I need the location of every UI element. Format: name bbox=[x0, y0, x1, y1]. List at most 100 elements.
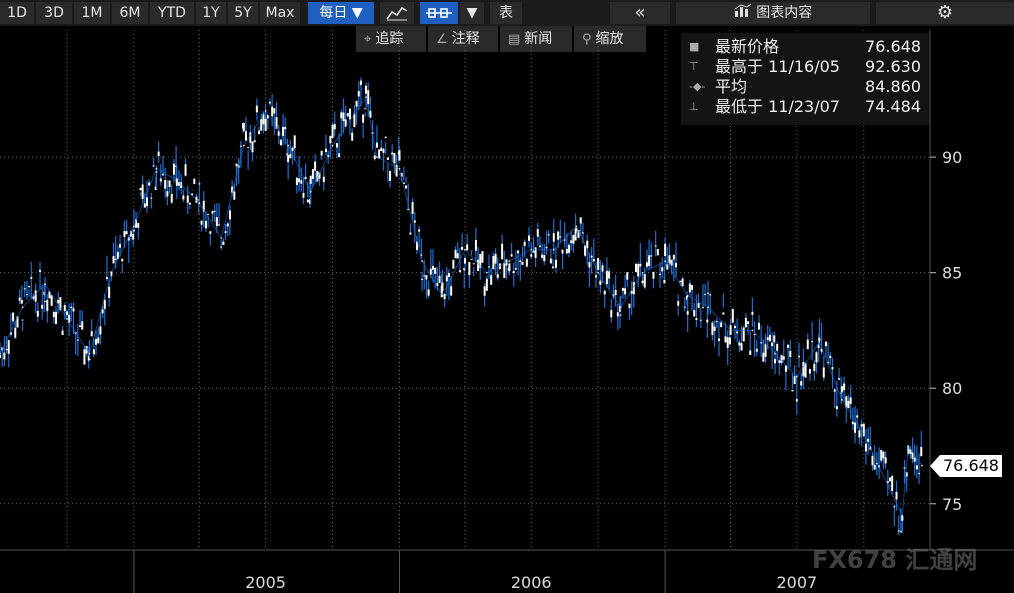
candle-body bbox=[407, 209, 410, 211]
candle-body bbox=[213, 210, 216, 212]
candle-body bbox=[425, 275, 428, 280]
candle-body bbox=[434, 267, 437, 274]
candle-body bbox=[619, 314, 622, 316]
candle-body bbox=[652, 271, 655, 279]
candle-body bbox=[325, 148, 328, 153]
candle-body bbox=[384, 136, 387, 139]
candle-body bbox=[36, 310, 39, 317]
candle-body bbox=[706, 319, 709, 323]
candle-body bbox=[21, 319, 24, 321]
candle-body bbox=[184, 164, 187, 176]
candle-body bbox=[34, 290, 37, 302]
candle-body bbox=[575, 227, 578, 232]
candle-body bbox=[452, 259, 455, 269]
candle-body bbox=[554, 259, 557, 268]
candle-body bbox=[132, 229, 135, 232]
candle-body bbox=[311, 168, 314, 179]
candle-body bbox=[357, 90, 360, 97]
gear-icon[interactable]: ⚙ bbox=[876, 2, 1014, 24]
candle-body bbox=[901, 515, 904, 521]
candle-body bbox=[683, 306, 686, 308]
candle-body bbox=[371, 132, 374, 134]
line-chart-icon[interactable] bbox=[380, 2, 414, 24]
candle-body bbox=[298, 178, 301, 183]
data-point bbox=[774, 352, 776, 355]
range-button-max[interactable]: Max bbox=[260, 2, 300, 24]
candle-body bbox=[911, 452, 914, 459]
candle-body bbox=[202, 200, 205, 212]
candle-body bbox=[707, 292, 710, 294]
y-tick-label: 90 bbox=[942, 148, 962, 167]
chart-content-button[interactable]: 图表内容 bbox=[676, 2, 870, 24]
candlestick-icon[interactable] bbox=[420, 2, 458, 24]
data-point bbox=[619, 306, 622, 309]
tool-news[interactable]: ▤ 新闻 bbox=[500, 26, 572, 52]
candle-body bbox=[878, 465, 881, 468]
candle-body bbox=[847, 400, 850, 409]
candle-body bbox=[145, 197, 148, 207]
candle-body bbox=[619, 305, 621, 312]
candle-body bbox=[253, 140, 256, 143]
dropdown-icon[interactable]: ▼ bbox=[460, 2, 484, 24]
candle-body bbox=[843, 383, 846, 391]
range-button-1d[interactable]: 1D bbox=[0, 2, 34, 24]
candle-body bbox=[152, 165, 155, 167]
candle-body bbox=[289, 153, 292, 159]
range-button-ytd[interactable]: YTD bbox=[150, 2, 194, 24]
candle-body bbox=[751, 311, 754, 315]
tool-annotate[interactable]: ∠ 注释 bbox=[428, 26, 498, 52]
range-button-1m[interactable]: 1M bbox=[74, 2, 110, 24]
candle-body bbox=[630, 291, 633, 294]
candle-body bbox=[738, 342, 741, 346]
data-point bbox=[686, 294, 689, 297]
candle-body bbox=[398, 150, 401, 161]
candle-body bbox=[899, 531, 902, 533]
range-button-6m[interactable]: 6M bbox=[112, 2, 148, 24]
candle-body bbox=[218, 224, 221, 226]
range-button-1y[interactable]: 1Y bbox=[196, 2, 226, 24]
legend-marker: ⊥ bbox=[689, 100, 699, 113]
candle-body bbox=[681, 278, 684, 287]
candle-body bbox=[715, 321, 718, 323]
range-button-3d[interactable]: 3D bbox=[36, 2, 72, 24]
tool-zoom[interactable]: ⚲ 缩放 bbox=[574, 26, 646, 52]
candle-body bbox=[204, 220, 207, 229]
candle-body bbox=[99, 326, 102, 335]
data-point bbox=[264, 110, 267, 112]
candle-body bbox=[338, 153, 341, 158]
candle-body bbox=[557, 231, 560, 240]
candle-body bbox=[121, 258, 124, 262]
candle-body bbox=[318, 172, 321, 179]
candle-body bbox=[699, 319, 702, 321]
candle-body bbox=[423, 275, 426, 277]
candle-body bbox=[561, 249, 564, 254]
candle-body bbox=[164, 180, 167, 189]
tool-crosshair[interactable]: ⌖ 追踪 bbox=[356, 26, 426, 52]
table-button[interactable]: 表 bbox=[490, 2, 522, 24]
candle-body bbox=[827, 361, 830, 364]
candle-body bbox=[135, 219, 138, 228]
candle-body bbox=[286, 152, 289, 156]
collapse-button[interactable]: « bbox=[610, 2, 670, 24]
candle-body bbox=[536, 229, 539, 237]
candle-body bbox=[351, 132, 354, 141]
candle-body bbox=[654, 245, 657, 247]
candle-body bbox=[438, 275, 441, 283]
candle-body bbox=[744, 317, 747, 328]
candle-body bbox=[353, 113, 356, 128]
candle-body bbox=[597, 257, 600, 270]
candle-body bbox=[802, 361, 805, 377]
candle-body bbox=[139, 187, 142, 191]
range-button-5y[interactable]: 5Y bbox=[228, 2, 258, 24]
candle-body bbox=[717, 338, 720, 341]
candle-body bbox=[724, 336, 727, 343]
candle-body bbox=[59, 297, 62, 311]
candle-body bbox=[105, 277, 108, 280]
candle-body bbox=[510, 254, 513, 257]
x-tick-label: 2006 bbox=[511, 573, 552, 592]
candle-body bbox=[514, 268, 517, 270]
candle-body bbox=[95, 339, 98, 345]
data-point bbox=[242, 144, 245, 147]
frequency-dropdown[interactable]: 每日 ▼ bbox=[308, 2, 374, 24]
candle-body bbox=[740, 343, 743, 351]
